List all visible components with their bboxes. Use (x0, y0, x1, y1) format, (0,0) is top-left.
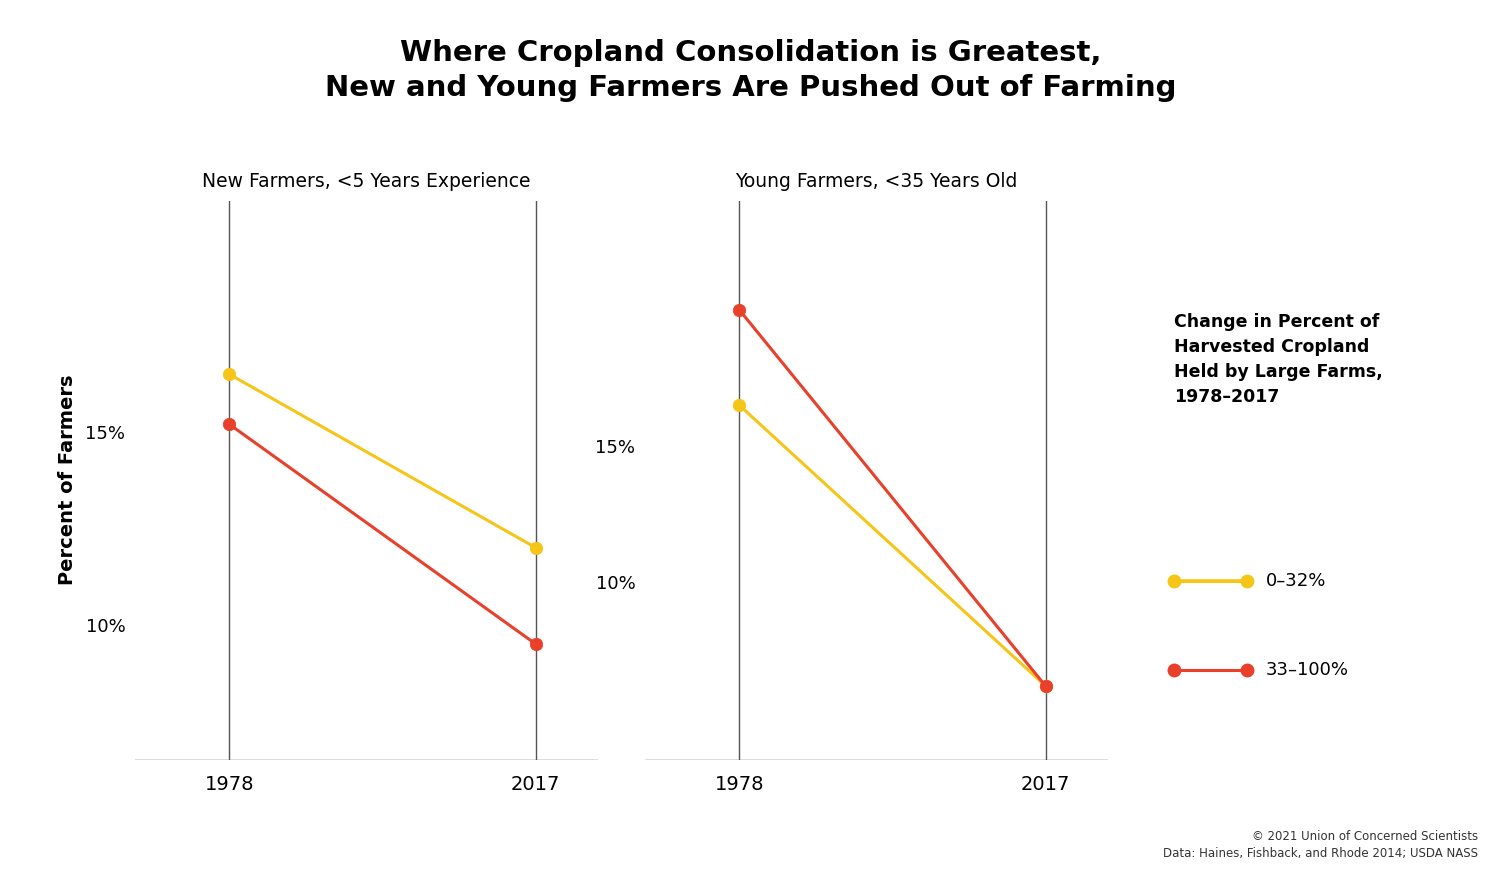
Y-axis label: Percent of Farmers: Percent of Farmers (59, 375, 77, 586)
Text: 0–32%: 0–32% (1265, 572, 1327, 590)
Title: New Farmers, <5 Years Experience: New Farmers, <5 Years Experience (203, 172, 531, 191)
Text: Where Cropland Consolidation is Greatest,
New and Young Farmers Are Pushed Out o: Where Cropland Consolidation is Greatest… (324, 39, 1177, 102)
Text: 33–100%: 33–100% (1265, 661, 1349, 679)
Text: © 2021 Union of Concerned Scientists
Data: Haines, Fishback, and Rhode 2014; USD: © 2021 Union of Concerned Scientists Dat… (1163, 830, 1478, 860)
Text: Change in Percent of
Harvested Cropland
Held by Large Farms,
1978–2017: Change in Percent of Harvested Cropland … (1174, 313, 1382, 406)
Title: Young Farmers, <35 Years Old: Young Farmers, <35 Years Old (735, 172, 1018, 191)
